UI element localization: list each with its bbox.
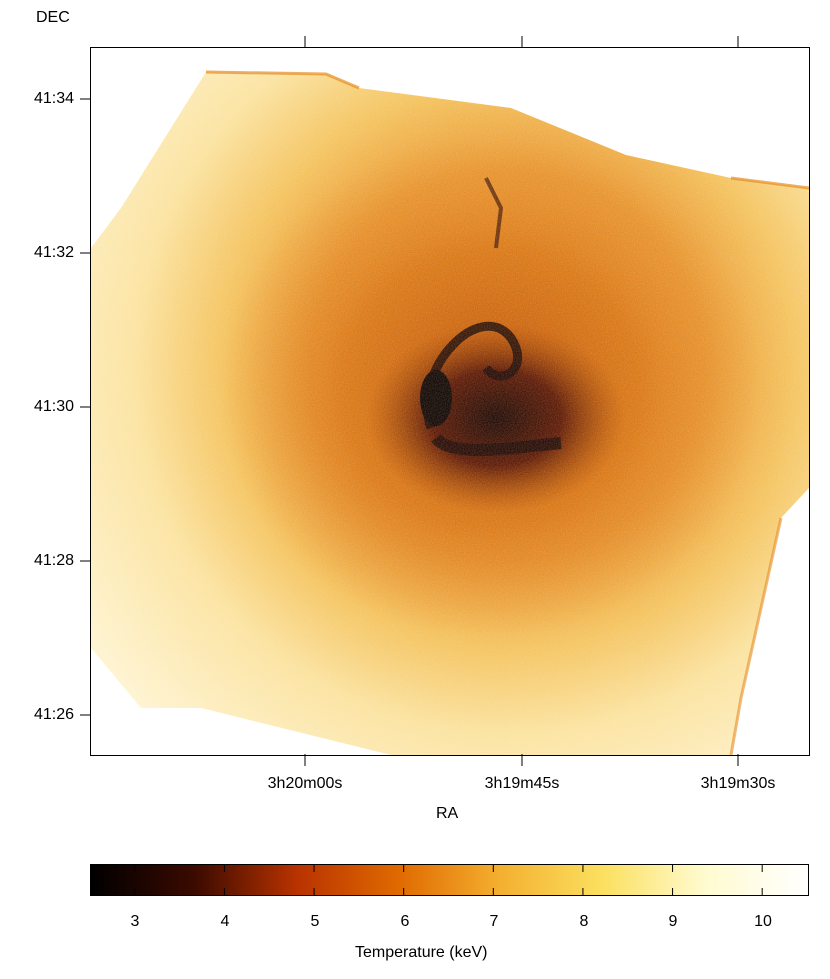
y-tick-label: 41:26: [33, 706, 74, 723]
y-tick-label: 41:28: [33, 552, 74, 569]
colorbar-tick-label: 3: [130, 913, 140, 930]
y-axis-title: DEC: [36, 9, 70, 26]
x-axis-title: RA: [436, 805, 459, 822]
colorbar-tick-label: 7: [489, 913, 499, 930]
colorbar-tick-label: 5: [310, 913, 320, 930]
x-tick-label: 3h20m00s: [267, 775, 343, 792]
observation-field: [91, 72, 809, 755]
y-tick-label: 41:34: [33, 90, 74, 107]
temperature-map-panel: [90, 47, 810, 756]
colorbar: [90, 864, 809, 896]
y-tick-label: 41:32: [33, 244, 74, 261]
colorbar-tick-label: 4: [220, 913, 230, 930]
x-tick-label: 3h19m30s: [700, 775, 776, 792]
temperature-map-image: [91, 70, 809, 755]
colorbar-tick-label: 9: [668, 913, 678, 930]
colorbar-gradient: [91, 865, 808, 895]
colorbar-tick-label: 8: [579, 913, 589, 930]
colorbar-tick-label: 6: [400, 913, 410, 930]
colorbar-title: Temperature (keV): [355, 944, 488, 961]
x-tick-label: 3h19m45s: [484, 775, 560, 792]
colorbar-tick-label: 10: [754, 913, 772, 930]
y-tick-label: 41:30: [33, 398, 74, 415]
